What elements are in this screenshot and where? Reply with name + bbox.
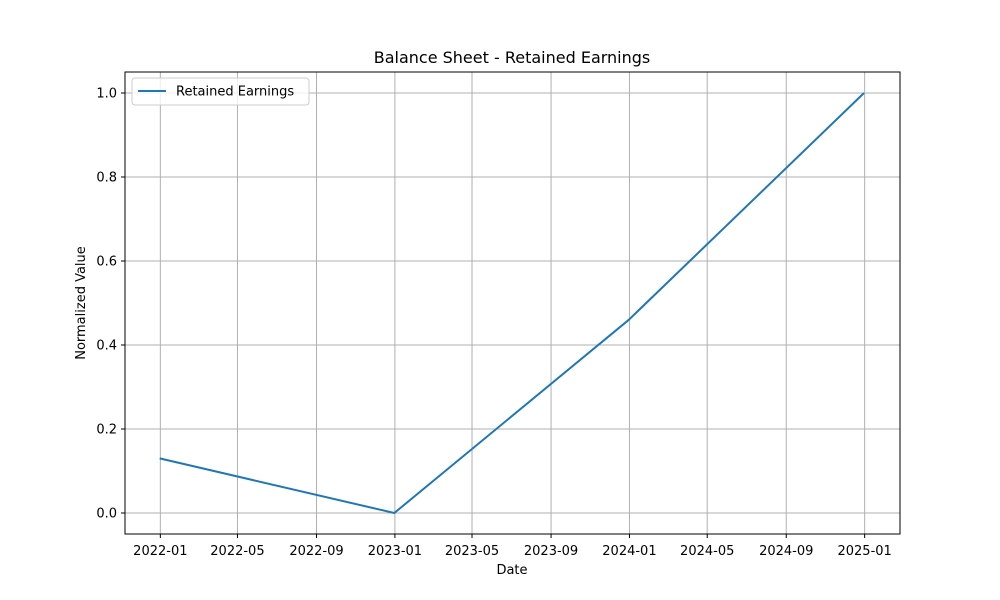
x-tick-label: 2024-01: [602, 544, 656, 559]
plot-frame: [124, 71, 901, 535]
legend-label: Retained Earnings: [176, 85, 294, 100]
y-axis-ticks: 0.0 0.2 0.4 0.6 0.8 1.0: [96, 87, 125, 522]
series-layer: [159, 92, 865, 514]
y-tick-label: 1.0: [96, 87, 117, 102]
series-line-retained-earnings: [159, 92, 865, 514]
x-tick-label: 2022-01: [133, 544, 187, 559]
x-tick-label: 2023-05: [445, 544, 499, 559]
y-tick-label: 0.6: [96, 255, 117, 270]
legend-box: [131, 77, 310, 106]
x-tick-label: 2023-09: [524, 544, 578, 559]
chart-title: Balance Sheet - Retained Earnings: [374, 48, 651, 67]
x-tick-label: 2023-01: [368, 544, 422, 559]
x-tick-label: 2024-09: [759, 544, 813, 559]
y-tick-label: 0.4: [96, 339, 117, 354]
y-tick-label: 0.0: [96, 507, 117, 522]
x-axis-label: Date: [496, 563, 527, 578]
x-tick-label: 2024-05: [680, 544, 734, 559]
y-tick-label: 0.8: [96, 171, 117, 186]
x-tick-label: 2022-09: [289, 544, 343, 559]
x-tick-label: 2025-01: [837, 544, 891, 559]
y-axis-label: Normalized Value: [74, 246, 89, 360]
x-axis-ticks: 2022-01 2022-05 2022-09 2023-01 2023-05 2023-…: [133, 534, 892, 559]
legend: Retained Earnings: [131, 77, 310, 106]
y-tick-label: 0.2: [96, 423, 117, 438]
x-tick-label: 2022-05: [210, 544, 264, 559]
